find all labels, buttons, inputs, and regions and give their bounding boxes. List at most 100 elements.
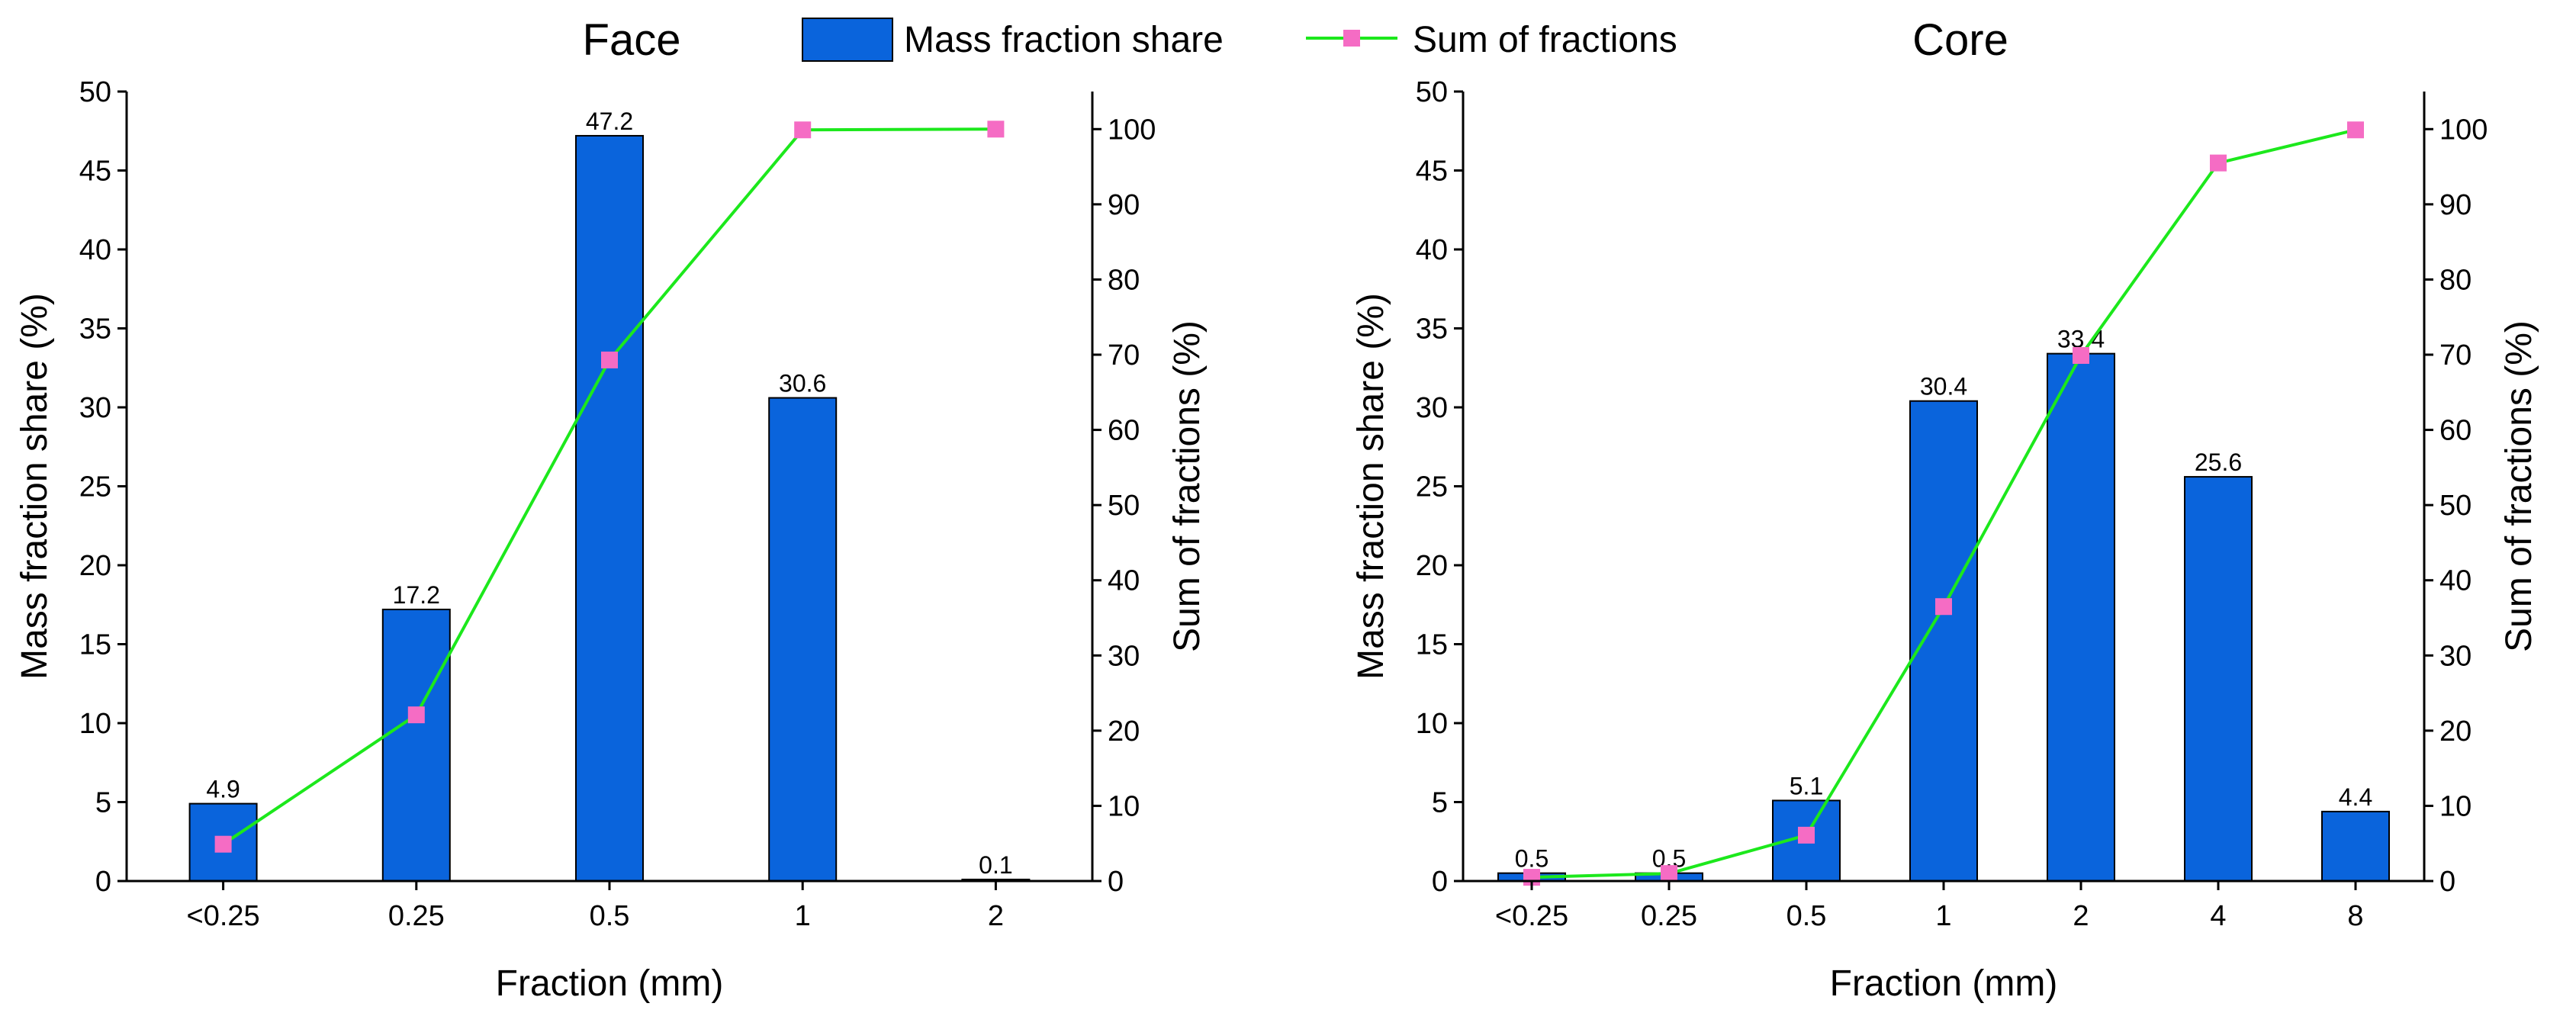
core-x-tick-label-0: <0.25 xyxy=(1495,900,1568,932)
core-bar-label-2: 5.1 xyxy=(1790,772,1823,799)
face-y2-axis-label: Sum of fractions (%) xyxy=(1167,320,1208,652)
core-bar-label-0: 0.5 xyxy=(1515,845,1548,873)
core-right-tick-label-5: 50 xyxy=(2439,490,2471,522)
face-left-tick-label-2: 10 xyxy=(79,708,111,740)
face-x-axis-label: Fraction (mm) xyxy=(496,963,724,1004)
core-right-tick-label-9: 90 xyxy=(2439,189,2471,221)
face-right-tick-label-6: 60 xyxy=(1108,415,1140,447)
legend-bar-swatch xyxy=(802,18,893,62)
face-bar-label-4: 0.1 xyxy=(979,851,1012,879)
core-sum-marker-3 xyxy=(1935,598,1952,616)
core-left-tick-label-9: 45 xyxy=(1416,156,1448,188)
legend-bar-label: Mass fraction share xyxy=(904,20,1224,60)
core-bar-label-5: 25.6 xyxy=(2195,449,2242,476)
face-y-axis-label: Mass fraction share (%) xyxy=(14,293,55,680)
face-right-tick-label-3: 30 xyxy=(1108,640,1140,672)
core-left-tick-label-8: 40 xyxy=(1416,234,1448,266)
core-x-tick-label-4: 2 xyxy=(2073,900,2089,932)
face-bar-label-0: 4.9 xyxy=(206,776,240,803)
face-right-tick-label-10: 100 xyxy=(1108,114,1156,146)
core-sum-marker-4 xyxy=(2073,346,2089,364)
core-x-tick-label-3: 1 xyxy=(1935,900,1951,932)
face-bar-label-1: 17.2 xyxy=(393,581,440,609)
face-x-tick-label-2: 0.5 xyxy=(590,900,630,932)
core-chart-title: Core xyxy=(1912,15,2008,65)
core-bar-5 xyxy=(2184,476,2253,882)
core-left-tick-label-0: 0 xyxy=(1432,866,1448,898)
core-left-tick-label-3: 15 xyxy=(1416,629,1448,661)
face-right-tick-label-1: 10 xyxy=(1108,790,1140,822)
core-right-tick-label-1: 10 xyxy=(2439,790,2471,822)
face-left-tick-label-0: 0 xyxy=(95,866,111,898)
core-right-tick-label-8: 80 xyxy=(2439,264,2471,296)
face-right-tick-label-7: 70 xyxy=(1108,339,1140,371)
face-chart: 4.9 17.2 47.2 30.6 0.1 0 5 10 15 20 25 30 35 40 45 50 0 1… xyxy=(14,76,1208,1004)
legend: Mass fraction share Sum of fractions xyxy=(802,18,1677,62)
face-right-tick-label-9: 90 xyxy=(1108,189,1140,221)
core-x-tick-label-6: 8 xyxy=(2347,900,2363,932)
core-right-tick-label-3: 30 xyxy=(2439,640,2471,672)
core-bar-3 xyxy=(1909,400,1978,882)
face-right-tick-label-5: 50 xyxy=(1108,490,1140,522)
core-right-tick-label-0: 0 xyxy=(2439,866,2455,898)
face-right-tick-label-4: 40 xyxy=(1108,565,1140,597)
legend-marker-swatch xyxy=(1343,30,1360,47)
core-bar-label-6: 4.4 xyxy=(2339,783,2372,811)
face-sum-marker-0 xyxy=(214,835,232,853)
face-bar-1 xyxy=(381,608,451,883)
core-sum-marker-5 xyxy=(2210,154,2227,172)
face-left-tick-label-1: 5 xyxy=(95,787,111,819)
core-sum-marker-2 xyxy=(1798,826,1815,844)
face-left-tick-label-5: 25 xyxy=(79,471,111,503)
legend-line-label: Sum of fractions xyxy=(1413,20,1677,60)
core-x-axis-label: Fraction (mm) xyxy=(1830,963,2058,1004)
face-left-tick-label-10: 50 xyxy=(79,76,111,108)
face-sum-marker-4 xyxy=(987,121,1005,138)
core-right-tick-label-4: 40 xyxy=(2439,565,2471,597)
face-x-tick-label-0: <0.25 xyxy=(187,900,260,932)
face-left-tick-label-4: 20 xyxy=(79,550,111,582)
face-sum-marker-3 xyxy=(794,121,812,139)
core-left-tick-label-6: 30 xyxy=(1416,392,1448,424)
face-bar-label-2: 47.2 xyxy=(586,108,633,135)
face-bar-label-3: 30.6 xyxy=(779,370,826,397)
core-right-tick-label-7: 70 xyxy=(2439,339,2471,371)
core-left-tick-label-4: 20 xyxy=(1416,550,1448,582)
face-left-tick-label-9: 45 xyxy=(79,156,111,188)
core-left-tick-label-7: 35 xyxy=(1416,314,1448,346)
core-sum-marker-1 xyxy=(1661,865,1677,883)
core-x-tick-label-1: 0.25 xyxy=(1641,900,1697,932)
core-left-tick-label-5: 25 xyxy=(1416,471,1448,503)
core-bar-6 xyxy=(2321,810,2390,883)
face-x-tick-label-4: 2 xyxy=(988,900,1004,932)
core-y-axis-label: Mass fraction share (%) xyxy=(1351,293,1391,680)
core-y2-axis-label: Sum of fractions (%) xyxy=(2499,320,2539,652)
face-left-tick-label-3: 15 xyxy=(79,629,111,661)
face-x-tick-label-3: 1 xyxy=(795,900,811,932)
core-bar-label-3: 30.4 xyxy=(1920,373,1967,400)
face-bar-2 xyxy=(575,134,644,882)
core-left-tick-label-2: 10 xyxy=(1416,708,1448,740)
core-chart: 0.5 0.55.130.433.425.64.40510152025303540… xyxy=(1351,76,2539,1004)
face-chart-title: Face xyxy=(583,15,681,65)
core-x-tick-label-2: 0.5 xyxy=(1786,900,1827,932)
face-right-tick-label-8: 80 xyxy=(1108,264,1140,296)
core-right-tick-label-2: 20 xyxy=(2439,716,2471,748)
face-left-tick-label-6: 30 xyxy=(79,392,111,424)
face-left-tick-label-8: 40 xyxy=(79,234,111,266)
core-bar-4 xyxy=(2047,352,2115,882)
face-right-tick-label-0: 0 xyxy=(1108,866,1124,898)
core-right-tick-label-10: 100 xyxy=(2439,114,2488,146)
face-sum-marker-1 xyxy=(407,706,425,724)
core-right-tick-label-6: 60 xyxy=(2439,415,2471,447)
face-x-tick-label-1: 0.25 xyxy=(388,900,445,932)
core-left-tick-label-10: 50 xyxy=(1416,76,1448,108)
core-left-tick-label-1: 5 xyxy=(1432,787,1448,819)
face-bar-3 xyxy=(768,397,838,882)
face-left-tick-label-7: 35 xyxy=(79,314,111,346)
core-sum-marker-6 xyxy=(2347,121,2364,139)
core-x-tick-label-5: 4 xyxy=(2210,900,2226,932)
face-sum-marker-2 xyxy=(601,351,618,368)
face-right-tick-label-2: 20 xyxy=(1108,716,1140,748)
